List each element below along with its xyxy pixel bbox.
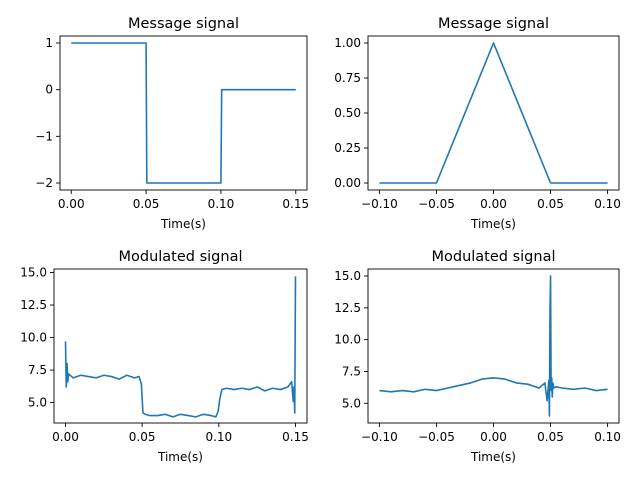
axes-frame <box>53 268 308 424</box>
subplot-2: −0.10 −0.05 0.00 0.05 0.10 1.00 0.75 0.50 0.25 0.… <box>334 16 621 231</box>
y-tick-label: 1 <box>45 36 53 50</box>
y-tick-label: 0.25 <box>334 141 361 155</box>
y-tick-label: 7.5 <box>342 364 361 378</box>
axes-frame <box>367 35 620 191</box>
x-tick-label: 0.15 <box>282 197 309 211</box>
y-tick-label: 0.50 <box>334 106 361 120</box>
y-tick-label: 10.0 <box>20 331 47 345</box>
chart-title: Message signal <box>438 16 549 32</box>
subplot-4: −0.10 −0.05 0.00 0.05 0.10 15.0 12.5 10.0 7.5 5.0… <box>334 249 621 464</box>
x-tick-label: 0.05 <box>133 197 160 211</box>
y-tick-label: 10.0 <box>334 333 361 347</box>
y-tick-label: −1 <box>35 129 53 143</box>
x-axis-label: Time(s) <box>160 217 206 231</box>
x-tick-label: −0.10 <box>361 197 398 211</box>
x-tick-label: 0.15 <box>282 430 309 444</box>
x-tick-label: 0.00 <box>480 430 507 444</box>
chart-title: Modulated signal <box>431 249 555 265</box>
x-tick-label: 0.00 <box>480 197 507 211</box>
y-tick-label: 7.5 <box>28 363 47 377</box>
series-line-1 <box>64 276 297 418</box>
y-tick-label: 15.0 <box>334 269 361 283</box>
axes-frame <box>367 268 620 424</box>
x-axis-label: Time(s) <box>470 217 516 231</box>
y-tick-label: 5.0 <box>28 396 47 410</box>
x-axis-label: Time(s) <box>157 450 203 464</box>
x-tick-label: 0.05 <box>537 430 564 444</box>
x-tick-label: 0.10 <box>594 197 621 211</box>
x-tick-label: 0.00 <box>58 197 85 211</box>
x-tick-label: 0.00 <box>52 430 79 444</box>
y-tick-label: 5.0 <box>342 396 361 410</box>
x-tick-label: 0.05 <box>537 197 564 211</box>
x-tick-label: 0.10 <box>208 197 235 211</box>
subplot-3: 0.00 0.05 0.10 0.15 15.0 12.5 10.0 7.5 5.0 Modula… <box>20 249 309 464</box>
axes-frame <box>59 35 308 191</box>
x-tick-label: −0.05 <box>418 430 455 444</box>
y-tick-label: −2 <box>35 176 53 190</box>
y-tick-label: 15.0 <box>20 266 47 280</box>
chart-title: Message signal <box>128 16 239 32</box>
y-tick-label: 0 <box>45 83 53 97</box>
y-tick-label: 1.00 <box>334 36 361 50</box>
x-tick-label: −0.10 <box>361 430 398 444</box>
x-tick-label: 0.10 <box>594 430 621 444</box>
chart-title: Modulated signal <box>118 249 242 265</box>
y-tick-label: 12.5 <box>20 298 47 312</box>
x-axis-label: Time(s) <box>470 450 516 464</box>
y-tick-label: 12.5 <box>334 301 361 315</box>
y-tick-label: 0.75 <box>334 71 361 85</box>
series-line-1 <box>379 42 608 184</box>
series-line-1 <box>379 275 608 417</box>
x-tick-label: −0.05 <box>418 197 455 211</box>
subplot-1: 0.00 0.05 0.10 0.15 1 0 −1 −2 Message signal Time… <box>35 16 309 231</box>
series-line-1 <box>71 42 296 184</box>
y-tick-label: 0.00 <box>334 176 361 190</box>
x-tick-label: 0.05 <box>129 430 156 444</box>
x-tick-label: 0.10 <box>205 430 232 444</box>
